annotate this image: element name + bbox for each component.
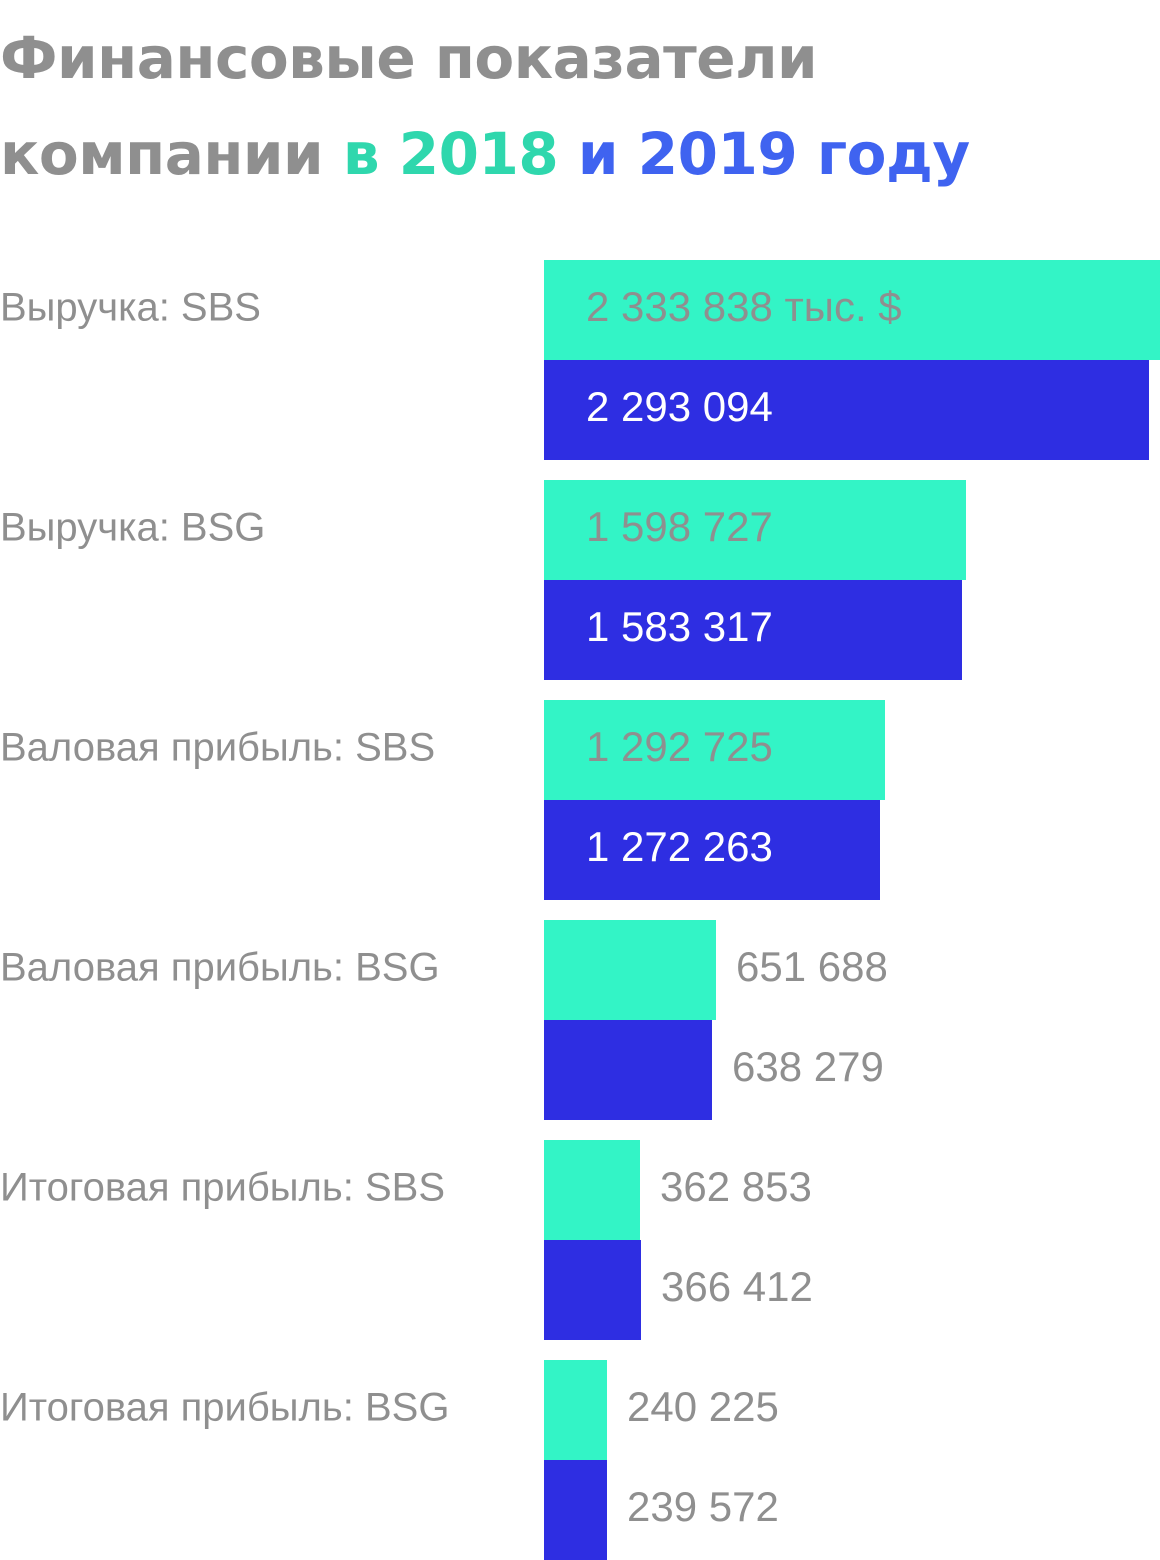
category-label: Выручка: BSG <box>0 506 265 550</box>
value-label: 651 688 <box>736 943 888 990</box>
value-label: 1 272 263 <box>586 823 773 870</box>
bar-2019 <box>544 800 880 900</box>
bar-2018 <box>544 1140 640 1240</box>
value-label: 1 292 725 <box>586 723 773 770</box>
title-prefix: компании <box>0 120 324 188</box>
bar-2019 <box>544 1460 607 1560</box>
title-line-1: Финансовые показатели <box>0 24 818 92</box>
bar-2019 <box>544 360 1149 460</box>
value-label: 638 279 <box>732 1043 884 1090</box>
value-label: 240 225 <box>627 1383 779 1430</box>
value-label: 239 572 <box>627 1483 779 1530</box>
value-label: 2 293 094 <box>586 383 773 430</box>
bar-2018 <box>544 920 716 1020</box>
bar-2018 <box>544 700 885 800</box>
category-label: Итоговая прибыль: BSG <box>0 1386 449 1430</box>
value-label: 2 333 838 тыс. $ <box>586 283 902 330</box>
category-label: Итоговая прибыль: SBS <box>0 1166 445 1210</box>
value-label: 1 598 727 <box>586 503 773 550</box>
title-year-2018: в 2018 <box>342 120 559 188</box>
title-year-2019: и 2019 году <box>577 120 970 188</box>
value-label: 1 583 317 <box>586 603 773 650</box>
category-label: Валовая прибыль: BSG <box>0 946 440 990</box>
bar-2019 <box>544 1240 641 1340</box>
category-label: Выручка: SBS <box>0 286 261 330</box>
title-line-2: компании в 2018 и 2019 году <box>0 106 1160 202</box>
value-label: 366 412 <box>661 1263 813 1310</box>
bar-2018 <box>544 480 966 580</box>
bar-2019 <box>544 1020 712 1120</box>
bar-2018 <box>544 1360 607 1460</box>
bar-2019 <box>544 580 962 680</box>
category-label: Валовая прибыль: SBS <box>0 726 435 770</box>
value-label: 362 853 <box>660 1163 812 1210</box>
bar-2018 <box>544 260 1160 360</box>
chart-title: Финансовые показатели компании в 2018 и … <box>0 10 1160 202</box>
